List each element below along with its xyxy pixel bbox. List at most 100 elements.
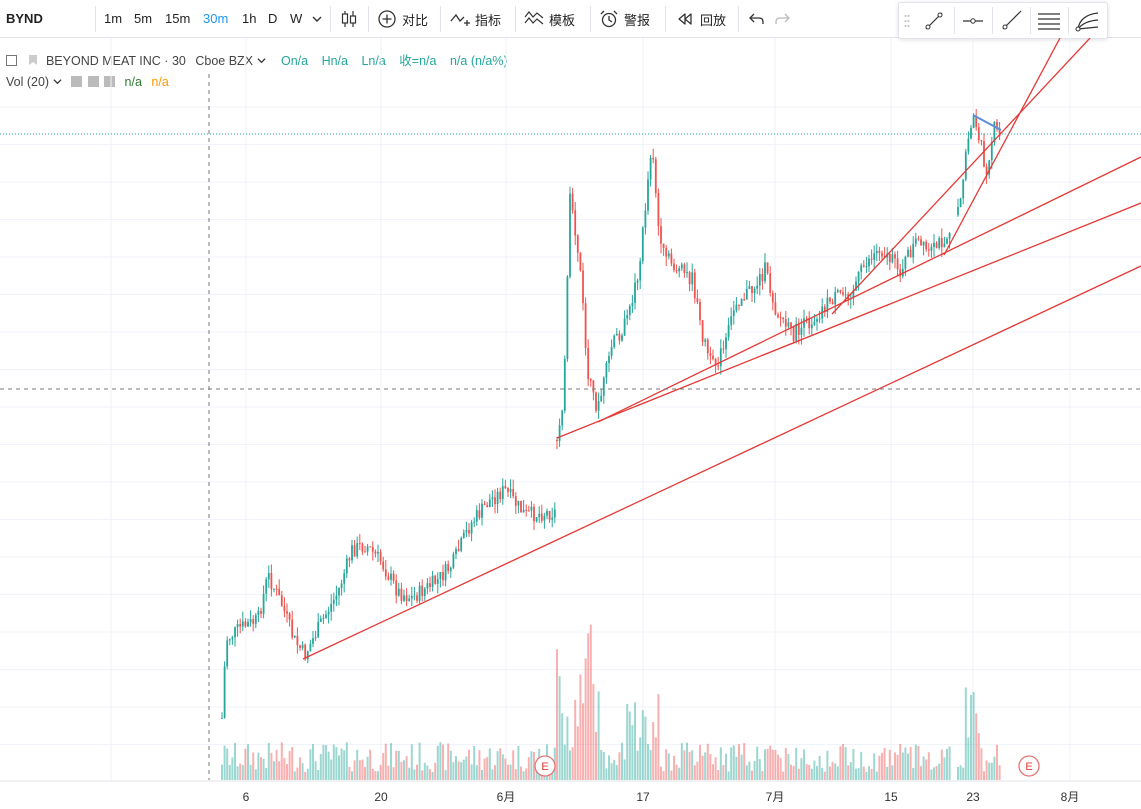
candle-body <box>998 129 1001 136</box>
timeframe-30m[interactable]: 30m <box>203 11 229 26</box>
volume-bar <box>795 747 798 780</box>
volume-bar <box>574 699 577 780</box>
volume-bar <box>421 770 424 780</box>
eye-icon[interactable] <box>71 76 83 87</box>
volume-bar <box>717 769 720 780</box>
candle-body <box>553 509 556 518</box>
volume-bar <box>455 756 457 780</box>
candle-body <box>444 564 447 581</box>
volume-bar <box>444 770 447 780</box>
timeframe-1h[interactable]: 1h <box>242 11 257 26</box>
volume-bar <box>894 752 896 780</box>
volume-bar <box>901 752 904 780</box>
undo-button[interactable] <box>745 6 771 32</box>
candle-body <box>704 339 707 342</box>
volume-bar <box>855 768 857 780</box>
candle-body <box>468 529 470 534</box>
candle-body <box>792 327 795 341</box>
candle-body <box>691 272 694 285</box>
volume-bar <box>878 755 881 780</box>
candle-body <box>914 238 917 244</box>
candle-body <box>600 395 603 402</box>
rewind-icon <box>674 8 696 30</box>
volume-bar <box>413 769 416 780</box>
volume-bar <box>826 750 829 780</box>
candle-body <box>985 166 988 175</box>
price-chart[interactable]: 6 20 6月 17 7月 15 23 8月 E E <box>0 38 1141 809</box>
volume-bar <box>917 746 920 780</box>
volume-bar <box>959 765 962 780</box>
palette-divider <box>1030 7 1031 34</box>
candle-body <box>491 497 494 500</box>
volume-bar <box>792 765 795 780</box>
symbol-name[interactable]: BEYOND MEAT INC <box>45 54 161 68</box>
replay-button[interactable]: 回放 <box>674 6 726 32</box>
indicators-button[interactable]: 指标 <box>449 6 501 32</box>
candle-body <box>813 321 816 325</box>
chevron-down-icon[interactable] <box>53 77 62 86</box>
settings-icon[interactable] <box>87 76 99 87</box>
candle-body <box>899 269 902 277</box>
candle-body <box>421 585 424 596</box>
candle-body <box>771 292 774 303</box>
exchange-label: Cboe BZX <box>195 54 254 68</box>
volume-bar <box>283 757 286 780</box>
templates-icon <box>523 8 545 30</box>
candle-body <box>499 491 502 500</box>
legend-separator: · <box>164 54 169 68</box>
collapse-box-icon[interactable] <box>6 55 17 66</box>
timeframe-1m[interactable]: 1m <box>104 11 123 26</box>
compare-button[interactable]: 对比 <box>376 6 428 32</box>
timeframe-d[interactable]: D <box>268 11 278 26</box>
volume-bar <box>374 771 377 780</box>
timeframe-15m[interactable]: 15m <box>165 11 191 26</box>
symbol-label[interactable]: BYND <box>6 11 43 26</box>
candle-body <box>356 543 359 557</box>
volume-bar <box>660 766 662 780</box>
volume-bar <box>790 764 792 780</box>
volume-bar <box>517 745 520 780</box>
volume-bar <box>348 766 351 780</box>
volume-bar <box>608 755 610 780</box>
candle-body <box>257 610 260 616</box>
candle-body <box>395 580 398 596</box>
redo-button[interactable] <box>772 6 798 32</box>
palette-drag-handle[interactable] <box>900 3 914 38</box>
candle-body <box>431 575 434 587</box>
chevron-down-icon[interactable] <box>256 56 266 65</box>
volume-bar <box>727 771 730 780</box>
candle-body <box>520 500 522 513</box>
timeframe-dropdown[interactable] <box>312 6 322 32</box>
volume-bar <box>223 745 226 780</box>
trend-line-tool[interactable] <box>916 3 952 38</box>
candle-body <box>571 193 574 211</box>
volume-bar <box>252 752 255 780</box>
ray-tool[interactable] <box>993 3 1029 38</box>
candle-body <box>397 588 400 596</box>
alert-button[interactable]: 警报 <box>598 6 650 32</box>
candle-body <box>891 254 894 263</box>
candle-body <box>602 377 605 396</box>
horizontal-ray-tool[interactable] <box>955 3 991 38</box>
templates-button[interactable]: 模板 <box>523 6 575 32</box>
volume-label[interactable]: Vol (20) <box>6 75 50 89</box>
volume-bar <box>693 765 696 780</box>
volume-bar <box>842 743 844 780</box>
volume-bar <box>930 769 933 780</box>
candle-body <box>538 513 541 518</box>
volume-bar <box>335 747 338 780</box>
parallel-channel-tool[interactable] <box>1031 3 1067 38</box>
candle-body <box>888 253 891 263</box>
timeframe-5m[interactable]: 5m <box>134 11 153 26</box>
fib-fan-tool[interactable] <box>1069 3 1105 38</box>
candle-body <box>933 242 935 248</box>
volume-bar <box>330 759 333 780</box>
candle-body <box>730 316 733 326</box>
timeframe-w[interactable]: W <box>290 11 303 26</box>
close-icon[interactable] <box>104 76 116 87</box>
chart-style-button[interactable] <box>338 6 364 32</box>
candle-body <box>561 410 564 426</box>
volume-bar <box>499 748 502 780</box>
volume-bar <box>340 748 343 780</box>
candle-body <box>317 621 320 638</box>
